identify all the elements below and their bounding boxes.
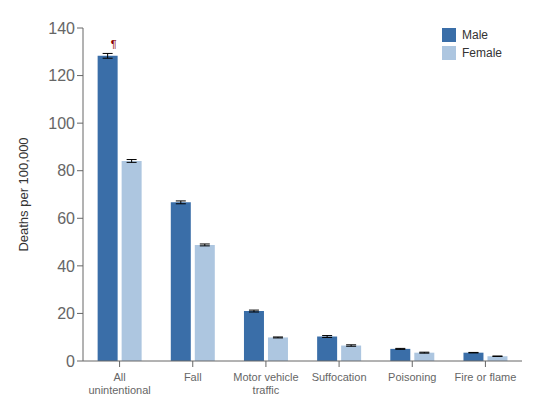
svg-text:Fire or flame: Fire or flame (455, 371, 517, 383)
html-text:Female: Female (462, 46, 502, 60)
svg-text:Allunintentional: Allunintentional (88, 371, 150, 396)
svg-text:Deaths per 100,000: Deaths per 100,000 (16, 137, 31, 251)
svg-text:100: 100 (48, 115, 75, 132)
html-text:Male: Male (462, 28, 488, 42)
svg-text:Motor vehicletraffic: Motor vehicletraffic (233, 371, 298, 396)
svg-text:40: 40 (57, 258, 75, 275)
svg-text:Fall: Fall (184, 371, 202, 383)
svg-text:Suffocation: Suffocation (312, 371, 367, 383)
svg-text:60: 60 (57, 210, 75, 227)
svg-text:Poisoning: Poisoning (388, 371, 436, 383)
svg-text:20: 20 (57, 305, 75, 322)
svg-text:¶: ¶ (111, 38, 117, 50)
svg-text:120: 120 (48, 67, 75, 84)
svg-text:0: 0 (66, 353, 75, 370)
svg-text:140: 140 (48, 20, 75, 37)
svg-text:80: 80 (57, 162, 75, 179)
